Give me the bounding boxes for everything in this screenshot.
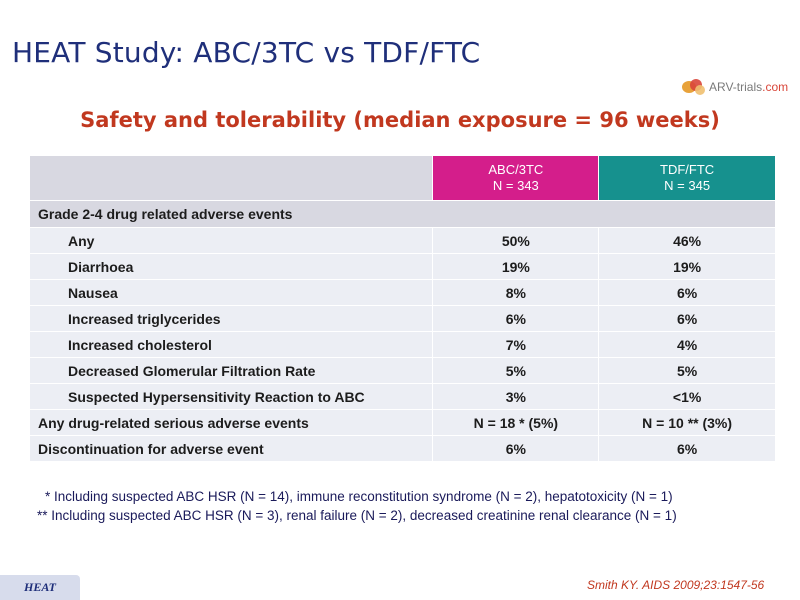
abc-3tc-value: 19% bbox=[432, 253, 600, 280]
abc-3tc-value: 7% bbox=[432, 331, 600, 358]
tdf-ftc-value: 6% bbox=[598, 305, 776, 332]
table-row: Increased triglycerides 6% 6% bbox=[28, 305, 776, 332]
summary-row: Discontinuation for adverse event 6% 6% bbox=[28, 435, 776, 462]
citation: Smith KY. AIDS 2009;23:1547-56 bbox=[587, 578, 765, 592]
tdf-ftc-value: 6% bbox=[598, 435, 776, 462]
tdf-ftc-value: <1% bbox=[598, 383, 776, 410]
table-row: Diarrhoea 19% 19% bbox=[28, 253, 776, 280]
table-row: Nausea 8% 6% bbox=[28, 279, 776, 306]
table-row: Suspected Hypersensitivity Reaction to A… bbox=[28, 383, 776, 410]
column-header-tdf-ftc: TDF/FTC N = 345 bbox=[598, 155, 776, 201]
summary-row: Any drug-related serious adverse events … bbox=[28, 409, 776, 436]
tdf-ftc-value: 6% bbox=[598, 279, 776, 306]
row-label: Increased cholesterol bbox=[28, 331, 434, 358]
row-label: Any bbox=[28, 227, 434, 254]
safety-table: ABC/3TC N = 343 TDF/FTC N = 345 Grade 2-… bbox=[28, 155, 776, 462]
row-label: Any drug-related serious adverse events bbox=[28, 409, 434, 436]
row-label: Decreased Glomerular Filtration Rate bbox=[28, 357, 434, 384]
footnotes: * Including suspected ABC HSR (N = 14), … bbox=[37, 487, 677, 525]
abc-3tc-value: 5% bbox=[432, 357, 600, 384]
column-header-n: N = 345 bbox=[664, 178, 711, 193]
footnote-2: ** Including suspected ABC HSR (N = 3), … bbox=[37, 508, 677, 523]
tdf-ftc-value: 5% bbox=[598, 357, 776, 384]
section-header-row: Grade 2-4 drug related adverse events bbox=[29, 200, 776, 228]
row-label: Discontinuation for adverse event bbox=[28, 435, 434, 462]
logo-text: ARV-trials.com bbox=[709, 80, 789, 94]
table-header-row: ABC/3TC N = 343 TDF/FTC N = 345 bbox=[28, 155, 776, 201]
table-row: Any 50% 46% bbox=[28, 227, 776, 254]
table-row: Increased cholesterol 7% 4% bbox=[28, 331, 776, 358]
tdf-ftc-value: N = 10 ** (3%) bbox=[598, 409, 776, 436]
column-header-abc-3tc: ABC/3TC N = 343 bbox=[432, 155, 600, 201]
abc-3tc-value: 50% bbox=[432, 227, 600, 254]
arv-trials-logo: ARV-trials.com bbox=[682, 76, 788, 98]
tdf-ftc-value: 19% bbox=[598, 253, 776, 280]
abc-3tc-value: 3% bbox=[432, 383, 600, 410]
abc-3tc-value: 6% bbox=[432, 305, 600, 332]
tdf-ftc-value: 4% bbox=[598, 331, 776, 358]
header-blank-cell bbox=[28, 155, 434, 201]
tdf-ftc-value: 46% bbox=[598, 227, 776, 254]
heat-tag: HEAT bbox=[0, 575, 80, 600]
abc-3tc-value: N = 18 * (5%) bbox=[432, 409, 600, 436]
column-header-name: ABC/3TC bbox=[488, 162, 544, 177]
footnote-1: * Including suspected ABC HSR (N = 14), … bbox=[45, 489, 673, 504]
row-label: Increased triglycerides bbox=[28, 305, 434, 332]
row-label: Nausea bbox=[28, 279, 434, 306]
column-header-name: TDF/FTC bbox=[660, 162, 715, 177]
column-header-n: N = 343 bbox=[492, 178, 539, 193]
row-label: Suspected Hypersensitivity Reaction to A… bbox=[28, 383, 434, 410]
table-row: Decreased Glomerular Filtration Rate 5% … bbox=[28, 357, 776, 384]
logo-mark-icon bbox=[682, 79, 706, 95]
abc-3tc-value: 6% bbox=[432, 435, 600, 462]
row-label: Diarrhoea bbox=[28, 253, 434, 280]
slide-subtitle: Safety and tolerability (median exposure… bbox=[80, 108, 720, 132]
section-header-label: Grade 2-4 drug related adverse events bbox=[29, 200, 776, 228]
slide-title: HEAT Study: ABC/3TC vs TDF/FTC bbox=[12, 36, 481, 69]
abc-3tc-value: 8% bbox=[432, 279, 600, 306]
